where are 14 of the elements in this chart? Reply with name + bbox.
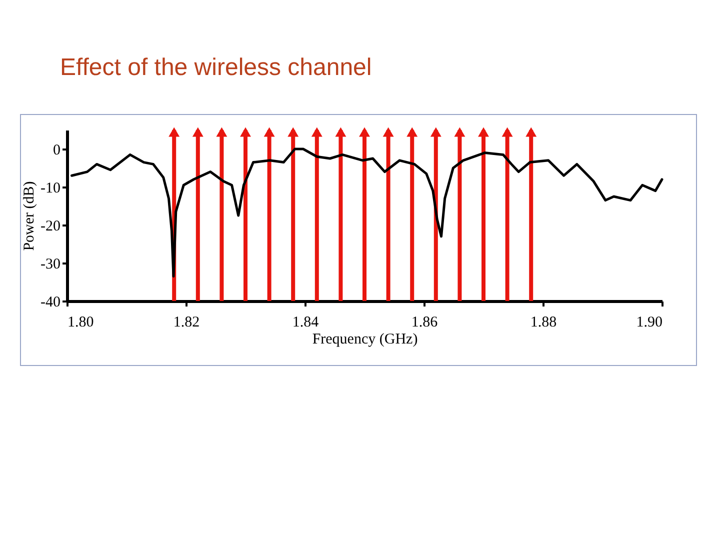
y-tick-label: -40 xyxy=(40,294,60,310)
y-tick-label: -10 xyxy=(40,180,60,196)
x-tick-label: 1.86 xyxy=(411,314,438,330)
y-tick-label: 0 xyxy=(53,142,60,158)
x-tick-label: 1.82 xyxy=(173,314,200,330)
x-tick-label: 1.88 xyxy=(530,314,557,330)
y-axis-title: Power (dB) xyxy=(22,181,38,251)
chart-title: Effect of the wireless channel xyxy=(60,54,372,82)
y-tick-label: -30 xyxy=(40,256,60,272)
x-tick-label: 1.90 xyxy=(636,314,662,330)
x-axis-title: Frequency (GHz) xyxy=(312,332,418,348)
x-tick-label: 1.80 xyxy=(68,314,94,330)
x-tick-label: 1.84 xyxy=(292,314,320,330)
y-tick-label: -20 xyxy=(40,218,60,234)
